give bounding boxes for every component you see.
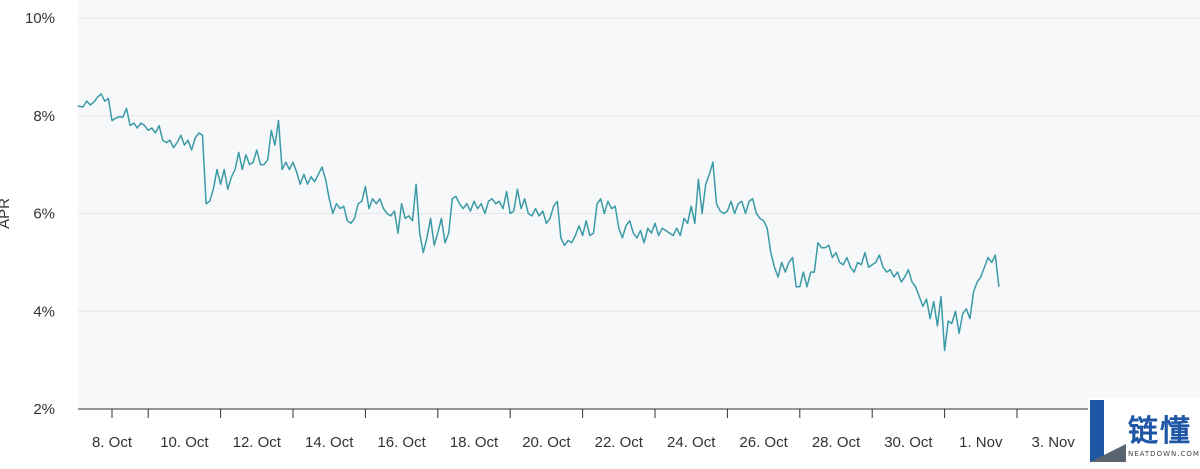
x-tick-label: 18. Oct: [450, 434, 499, 451]
y-axis-title: APR: [0, 198, 13, 229]
x-tick-label: 16. Oct: [377, 434, 426, 451]
x-tick-label: 26. Oct: [739, 434, 788, 451]
x-tick-label: 28. Oct: [812, 434, 861, 451]
logo-mark-icon: [1090, 400, 1126, 462]
x-tick-label: 22. Oct: [595, 434, 644, 451]
y-tick-label: 4%: [33, 303, 55, 320]
y-tick-label: 8%: [33, 108, 55, 125]
x-tick-label: 24. Oct: [667, 434, 716, 451]
x-tick-label: 8. Oct: [92, 434, 133, 451]
series-line: [77, 93, 1000, 352]
watermark-subtext: NEATDOWN.COM: [1128, 450, 1200, 458]
y-tick-label: 6%: [33, 206, 55, 223]
y-tick-label: 2%: [33, 401, 55, 418]
plot-area-background: [78, 0, 1200, 410]
watermark-text: 链懂: [1128, 414, 1192, 449]
x-tick-label: 12. Oct: [233, 434, 282, 451]
x-tick-label: 20. Oct: [522, 434, 571, 451]
x-tick-label: 30. Oct: [884, 434, 933, 451]
y-tick-label: 10%: [25, 10, 55, 27]
watermark-logo: 链懂 NEATDOWN.COM: [1088, 398, 1200, 469]
x-tick-label: 3. Nov: [1032, 434, 1076, 451]
x-tick-label: 1. Nov: [959, 434, 1003, 451]
x-tick-label: 10. Oct: [160, 434, 209, 451]
x-tick-label: 14. Oct: [305, 434, 354, 451]
